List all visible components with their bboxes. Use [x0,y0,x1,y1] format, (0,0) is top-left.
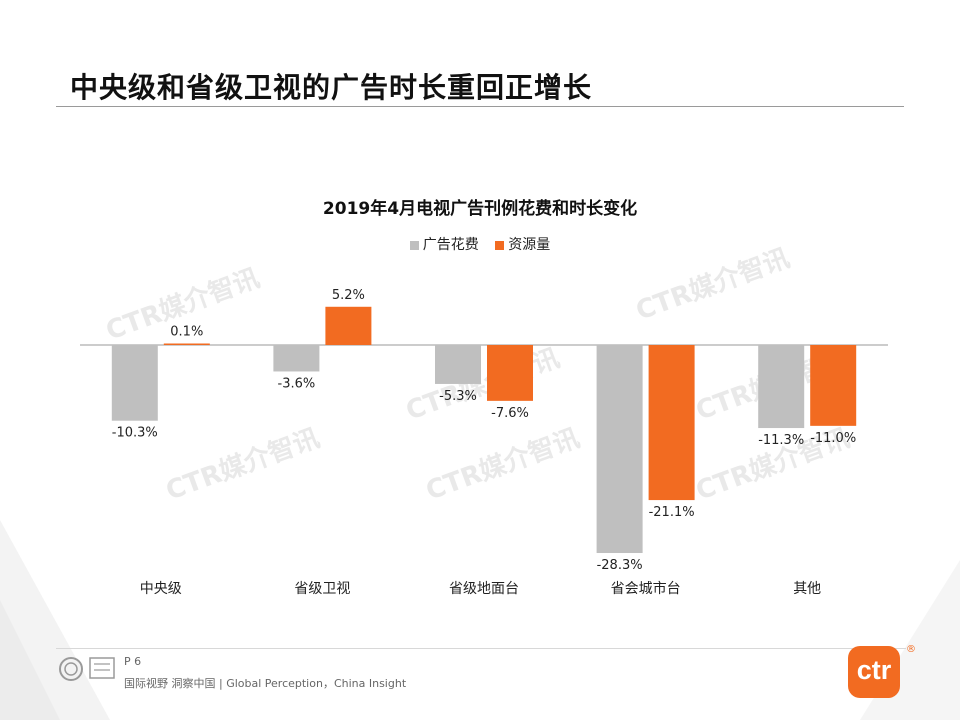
legend-item-airtime: 资源量 [495,234,550,254]
watermark-text: CTR媒介智讯 [632,243,793,326]
bar-airtime [163,343,210,345]
data-label: 5.2% [332,288,365,303]
watermark-text: CTR媒介智讯 [162,423,323,506]
ctr-logo-text: ctr [856,655,892,685]
bar-ad-spend [111,345,158,421]
data-label: -3.6% [278,376,316,391]
category-label: 省级卫视 [294,581,350,597]
legend-swatch-ad-spend [409,240,419,250]
legend-label-ad-spend: 广告花费 [422,237,479,253]
certification-logos [59,657,115,681]
data-label: -11.3% [758,433,804,448]
bar-airtime [487,345,533,401]
legend-label-airtime: 资源量 [508,237,551,253]
bar-ad-spend [273,345,320,372]
bar-ad-spend [596,345,643,554]
footer-tagline: 国际视野 洞察中国 | Global Perception，China Insi… [124,677,407,690]
data-label: 0.1% [170,325,203,340]
data-label: -11.0% [810,431,856,446]
data-label: -7.6% [491,406,529,421]
title-divider [56,106,904,107]
chart-title: 2019年4月电视广告刊例花费和时长变化 [322,199,638,219]
watermark-text: CTR媒介智讯 [422,423,583,506]
data-label: -5.3% [439,389,477,404]
ctr-logo: ctr [848,646,900,698]
footer-divider [56,648,906,649]
data-label: -28.3% [597,558,643,573]
legend-item-ad-spend: 广告花费 [409,234,479,254]
bar-ad-spend [758,345,805,429]
watermark-text: CTR媒介智讯 [402,343,563,426]
data-label: -10.3% [112,426,158,441]
bar-airtime [648,345,695,501]
chart-legend: 广告花费 资源量 [0,234,960,254]
category-label: 省级地面台 [449,581,519,597]
category-label: 中央级 [140,581,182,597]
data-label: -21.1% [649,505,695,520]
slide-title: 中央级和省级卫视的广告时长重回正增长 [70,71,593,104]
page-number: P 6 [124,655,142,668]
legend-swatch-airtime [495,240,505,250]
registered-mark: ® [906,644,916,655]
category-label: 其他 [793,581,821,597]
bar-ad-spend [435,345,481,384]
bar-airtime [325,306,372,345]
bar-airtime [810,345,857,426]
category-label: 省会城市台 [611,580,681,597]
